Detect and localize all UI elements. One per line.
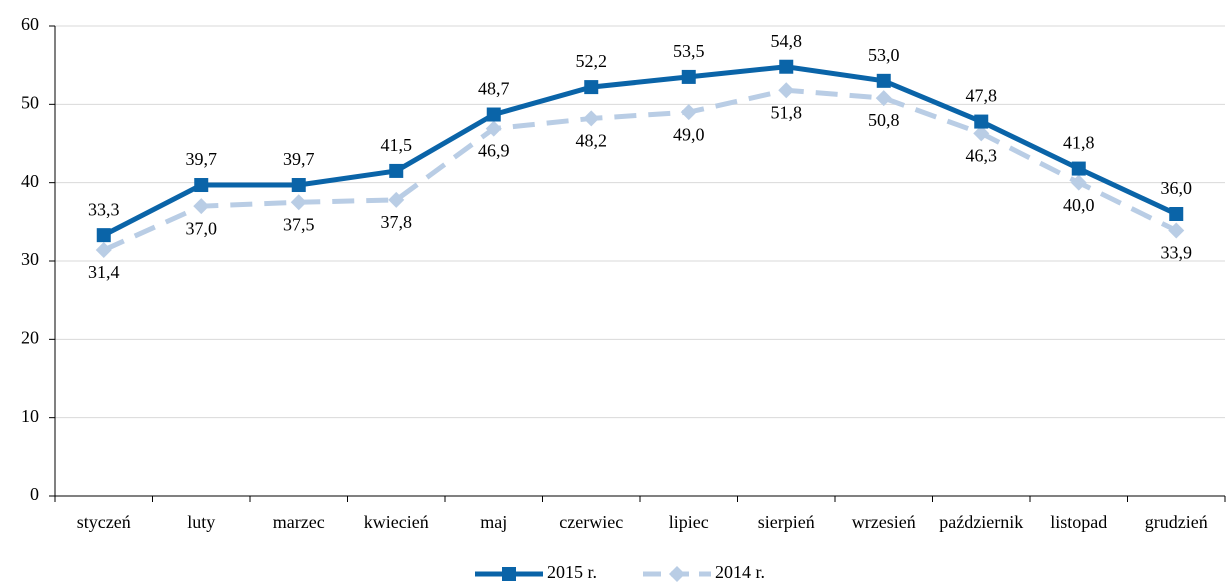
y-tick-label: 10 [21, 406, 39, 426]
data-label: 36,0 [1161, 178, 1193, 198]
y-tick-label: 30 [21, 249, 39, 269]
data-label: 39,7 [186, 149, 218, 169]
marker [486, 107, 501, 122]
marker [290, 194, 307, 211]
x-tick-label: listopad [1050, 512, 1107, 532]
x-tick-label: sierpień [758, 512, 815, 532]
data-label: 41,5 [381, 135, 413, 155]
data-label: 40,0 [1063, 195, 1095, 215]
y-tick-label: 50 [21, 92, 39, 112]
data-label: 53,5 [673, 41, 705, 61]
marker [973, 125, 990, 142]
x-tick-label: marzec [273, 512, 325, 532]
data-label: 33,9 [1161, 243, 1193, 263]
marker [96, 228, 111, 243]
data-label: 52,2 [576, 51, 608, 71]
marker [778, 82, 795, 99]
x-tick-label: czerwiec [559, 512, 623, 532]
data-label: 49,0 [673, 124, 705, 144]
x-tick-label: lipiec [669, 512, 709, 532]
x-tick-label: kwiecień [364, 512, 429, 532]
series-line [102, 87, 1178, 253]
marker [681, 69, 696, 84]
data-label: 39,7 [283, 149, 315, 169]
marker [389, 163, 404, 178]
data-label: 47,8 [966, 86, 998, 106]
data-label: 41,8 [1063, 133, 1095, 153]
marker [1169, 207, 1184, 221]
marker [974, 114, 989, 129]
data-label: 33,3 [88, 199, 120, 219]
data-label: 31,4 [88, 262, 120, 282]
marker [1168, 222, 1185, 239]
marker [583, 110, 600, 127]
legend-marker [669, 566, 685, 582]
data-label: 37,5 [283, 214, 315, 234]
y-tick-label: 60 [21, 14, 39, 34]
x-tick-label: październik [939, 512, 1023, 532]
y-tick-label: 40 [21, 171, 39, 191]
marker [291, 178, 306, 193]
x-tick-label: grudzień [1145, 512, 1208, 532]
marker [584, 80, 599, 95]
marker [1071, 161, 1086, 176]
legend-label: 2014 r. [715, 562, 765, 582]
legend-marker [502, 567, 516, 581]
x-tick-label: luty [187, 512, 215, 532]
data-label: 53,0 [868, 45, 900, 65]
marker [1070, 174, 1087, 191]
data-label: 54,8 [771, 31, 803, 51]
marker [95, 242, 112, 259]
marker [875, 90, 892, 107]
marker [194, 178, 209, 193]
legend-label: 2015 r. [547, 562, 597, 582]
y-tick-label: 0 [30, 484, 39, 504]
data-label: 46,3 [966, 145, 998, 165]
marker [193, 198, 210, 215]
data-label: 48,7 [478, 79, 510, 99]
data-label: 50,8 [868, 110, 900, 130]
x-tick-label: maj [480, 512, 507, 532]
data-label: 51,8 [771, 102, 803, 122]
x-tick-label: styczeń [77, 512, 131, 532]
data-label: 37,8 [381, 212, 413, 232]
data-label: 46,9 [478, 141, 510, 161]
marker [779, 59, 794, 74]
series-line [102, 64, 1178, 238]
x-tick-label: wrzesień [852, 512, 916, 532]
data-label: 37,0 [186, 218, 218, 238]
marker [876, 73, 891, 88]
y-tick-label: 20 [21, 327, 39, 347]
marker [680, 104, 697, 121]
data-label: 48,2 [576, 131, 608, 151]
marker [485, 120, 502, 137]
marker [388, 191, 405, 208]
